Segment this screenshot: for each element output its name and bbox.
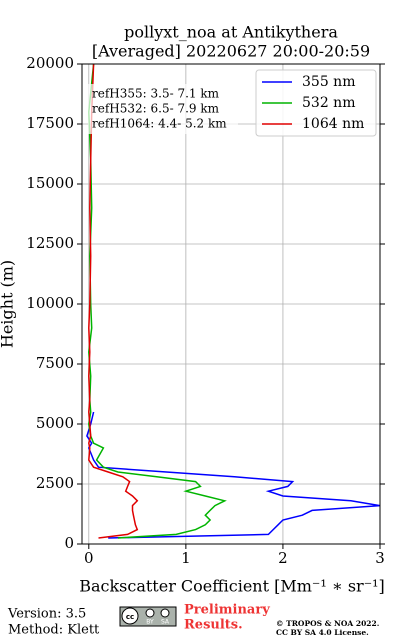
- profile-line: [86, 411, 380, 539]
- y-tick-label: 12500: [26, 234, 74, 252]
- x-tick-label: 3: [375, 549, 385, 567]
- copyright: © TROPOS & NOA 2022.: [276, 619, 379, 628]
- legend-label: 532 nm: [302, 95, 355, 111]
- copyright: CC BY SA 4.0 License.: [276, 628, 369, 637]
- y-tick-label: 7500: [36, 354, 74, 372]
- x-tick-label: 2: [278, 549, 288, 567]
- y-tick-label: 10000: [26, 294, 74, 312]
- chart-title: pollyxt_noa at Antikythera: [124, 23, 338, 42]
- y-tick-label: 15000: [26, 174, 74, 192]
- y-tick-label: 20000: [26, 54, 74, 72]
- svg-text:cc: cc: [126, 613, 134, 621]
- legend-box: [255, 69, 377, 137]
- ticks: 0 1 2 3 0 2500 5000 7500 10000 12500 15000 17500 200…: [26, 54, 385, 567]
- x-tick-label: 0: [84, 549, 94, 567]
- y-tick-label: 0: [64, 534, 74, 552]
- method: Method: Klett: [8, 623, 100, 638]
- preliminary: Results.: [184, 618, 243, 633]
- y-tick-label: 5000: [36, 414, 74, 432]
- y-tick-label: 17500: [26, 114, 74, 132]
- legend: 355 nm 532 nm 1064 nm: [255, 69, 377, 137]
- profile-line: [88, 64, 139, 539]
- profile-line: [88, 64, 227, 539]
- x-axis-label: Backscatter Coefficient [Mm⁻¹ ∗ sr⁻¹]: [79, 577, 385, 596]
- y-tick-label: 2500: [36, 474, 74, 492]
- legend-label: 1064 nm: [302, 116, 364, 132]
- y-axis-label: Height (m): [0, 260, 17, 348]
- version: Version: 3.5: [7, 607, 86, 622]
- legend-label: 355 nm: [302, 74, 355, 90]
- annotation: refH1064: 4.4- 5.2 km: [92, 117, 227, 131]
- annotation: refH532: 6.5- 7.9 km: [92, 102, 220, 116]
- badge-sa: SA: [161, 619, 170, 626]
- license-badge: cc BY SA: [119, 606, 177, 627]
- lines: [86, 64, 380, 539]
- chart-title: [Averaged] 20220627 20:00-20:59: [92, 42, 370, 61]
- annotation-box: [88, 84, 238, 134]
- x-tick-label: 1: [181, 549, 191, 567]
- annotation: refH355: 3.5- 7.1 km: [92, 87, 220, 101]
- badge-by: BY: [146, 619, 154, 626]
- preliminary: Preliminary: [184, 603, 270, 618]
